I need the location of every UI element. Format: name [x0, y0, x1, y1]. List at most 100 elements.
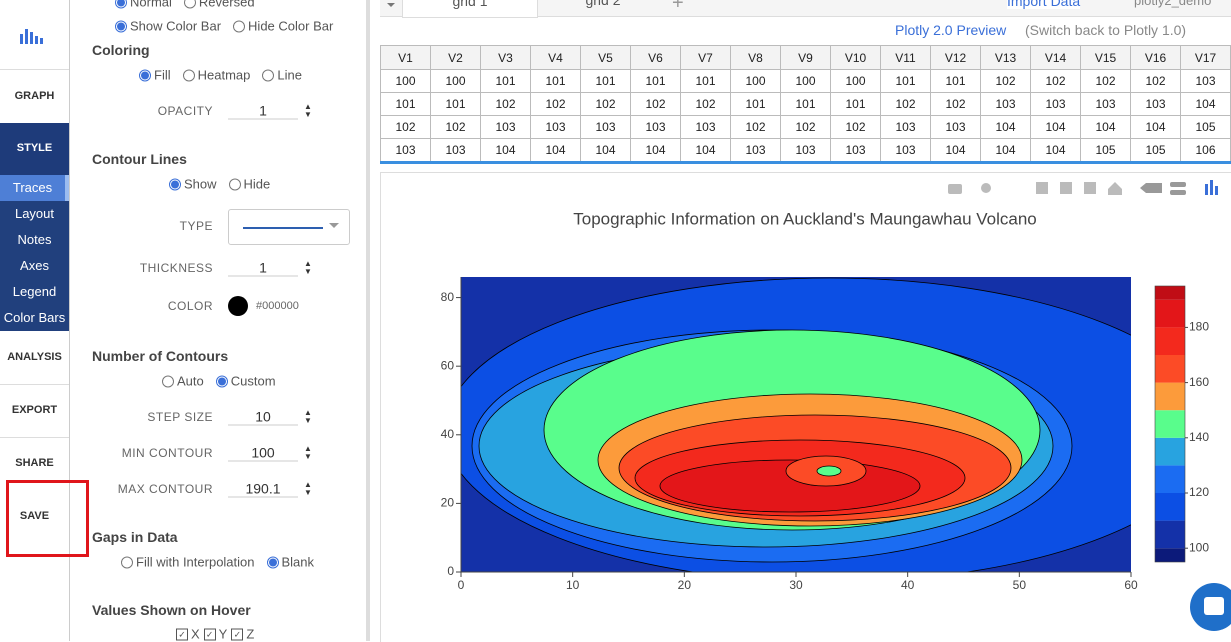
cell[interactable]: 103	[1130, 92, 1181, 116]
cell[interactable]: 100	[830, 69, 881, 93]
tab-axes[interactable]: Axes	[0, 253, 69, 279]
cell[interactable]: 102	[380, 115, 431, 139]
cell[interactable]: 101	[530, 69, 581, 93]
radio-option[interactable]: Hide Color Bar	[233, 19, 333, 34]
radio-option[interactable]: Blank	[266, 554, 315, 570]
nav-save[interactable]: SAVE	[19, 510, 50, 522]
cell[interactable]: 102	[580, 92, 631, 116]
cell[interactable]: 103	[1080, 92, 1131, 116]
cell[interactable]: 102	[730, 115, 781, 139]
cell[interactable]: 102	[830, 115, 881, 139]
radio-option[interactable]: Auto	[162, 374, 204, 389]
radio-group: Show Hide	[169, 177, 270, 192]
cell[interactable]: 101	[480, 69, 531, 93]
column-header: V7	[680, 45, 731, 70]
radio-option[interactable]: Line	[262, 68, 302, 83]
cell[interactable]: 100	[780, 69, 831, 93]
cell[interactable]: 101	[680, 69, 731, 93]
cell[interactable]: 102	[680, 92, 731, 116]
line-type-dropdown[interactable]	[228, 209, 350, 245]
cell[interactable]: 101	[780, 92, 831, 116]
cell[interactable]: 105	[1180, 115, 1231, 139]
cell[interactable]: 104	[930, 138, 981, 163]
checkbox-option[interactable]: ✓ X	[176, 627, 200, 642]
cell[interactable]: 101	[430, 92, 481, 116]
tab-notes[interactable]: Notes	[0, 227, 69, 253]
nav-analysis[interactable]: ANALYSIS	[7, 351, 62, 363]
cell[interactable]: 101	[630, 69, 681, 93]
radio-option[interactable]: Fill with Interpolation	[121, 555, 255, 570]
cell[interactable]: 101	[580, 69, 631, 93]
radio-option[interactable]: Hide	[228, 177, 270, 192]
cell[interactable]: 103	[1030, 92, 1081, 116]
cell[interactable]: 101	[730, 92, 781, 116]
cell[interactable]: 106	[1180, 138, 1231, 163]
import-data[interactable]: Import Data	[1007, 0, 1081, 9]
option-label: Blank	[281, 554, 315, 570]
cell[interactable]: 101	[830, 92, 881, 116]
cell[interactable]: 103	[930, 115, 981, 139]
grid-tab[interactable]: grid 2	[585, 0, 621, 8]
checkbox: ✓	[231, 628, 244, 640]
cell[interactable]: 102	[1130, 69, 1181, 93]
nav-style[interactable]: STYLE	[16, 142, 53, 154]
cell[interactable]: 103	[780, 138, 831, 163]
spinner[interactable]: ▲ ▼	[304, 444, 312, 461]
radio-option[interactable]: Show Color Bar	[115, 19, 221, 34]
tab-traces[interactable]: Traces	[0, 175, 69, 201]
color-swatch[interactable]	[228, 296, 248, 316]
tab-color-bars[interactable]: Color Bars	[0, 305, 69, 331]
radio-option[interactable]: Reversed	[183, 0, 255, 10]
spinner[interactable]: ▲ ▼	[304, 102, 312, 119]
radio-option[interactable]: Custom	[215, 374, 276, 389]
radio-option[interactable]: Fill	[139, 68, 171, 83]
radio-option[interactable]: Show	[169, 177, 217, 192]
radio	[233, 20, 246, 32]
colorbar-frame	[1154, 285, 1186, 563]
cell[interactable]: 104	[980, 138, 1031, 163]
checkbox-option[interactable]: ✓ Z	[231, 627, 254, 642]
cell[interactable]: 103	[1180, 69, 1231, 93]
cell[interactable]: 103	[730, 138, 781, 163]
grid-tab[interactable]: grid 1	[402, 0, 538, 18]
nav-export[interactable]: EXPORT	[11, 404, 58, 416]
cell[interactable]: 105	[1080, 138, 1131, 163]
cell[interactable]: 102	[930, 92, 981, 116]
cell[interactable]: 104	[680, 138, 731, 163]
cell[interactable]: 104	[530, 138, 581, 163]
nav-share[interactable]: SHARE	[15, 457, 54, 469]
nav-graph[interactable]: GRAPH	[14, 90, 55, 102]
chart-title: Topographic Information on Auckland's Ma…	[573, 209, 1037, 228]
username[interactable]: plotly2_demo	[1134, 0, 1212, 8]
field-value[interactable]: 190.1	[228, 481, 298, 498]
spinner[interactable]: ▲ ▼	[304, 259, 312, 276]
cell[interactable]: 103	[580, 115, 631, 139]
cell[interactable]: 102	[1030, 69, 1081, 93]
radio-option[interactable]: Normal	[115, 0, 172, 10]
cell[interactable]: 103	[830, 138, 881, 163]
radio-option[interactable]: Heatmap	[182, 68, 250, 83]
cell[interactable]: 104	[580, 138, 631, 163]
cell[interactable]: 103	[430, 138, 481, 163]
field-value[interactable]: 100	[228, 445, 298, 462]
field-value[interactable]: 1	[228, 260, 298, 277]
switch-link[interactable]: (Switch back to Plotly 1.0)	[1025, 22, 1187, 38]
field-value[interactable]: 10	[228, 409, 298, 426]
spinner[interactable]: ▲ ▼	[304, 480, 312, 497]
cell[interactable]: 104	[630, 138, 681, 163]
cell[interactable]: 103	[680, 115, 731, 139]
cell[interactable]: 104	[1030, 138, 1081, 163]
cell[interactable]: 104	[1030, 115, 1081, 139]
cell[interactable]: 103	[630, 115, 681, 139]
cell[interactable]: 102	[1080, 69, 1131, 93]
spinner[interactable]: ▲ ▼	[304, 408, 312, 425]
tab-layout[interactable]: Layout	[0, 201, 69, 227]
cell[interactable]: 103	[380, 138, 431, 163]
cell[interactable]: 102	[630, 92, 681, 116]
add-tab[interactable]: +	[672, 0, 684, 14]
colorbar-band	[1155, 327, 1185, 355]
checkbox-option[interactable]: ✓ Y	[203, 627, 227, 642]
tab-legend[interactable]: Legend	[0, 279, 69, 305]
cell[interactable]: 102	[980, 69, 1031, 93]
field-value[interactable]: 1	[228, 103, 298, 120]
